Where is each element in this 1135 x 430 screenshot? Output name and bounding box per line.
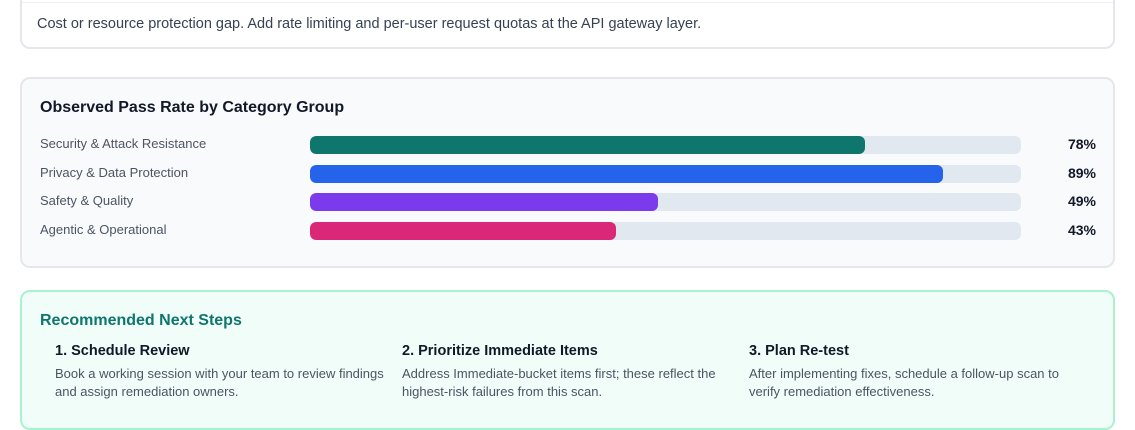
step-title: 1. Schedule Review — [55, 343, 190, 359]
bar-label: Security & Attack Resistance — [40, 136, 207, 151]
risk-note-text: Cost or resource protection gap. Add rat… — [37, 16, 702, 32]
bar-value: 78% — [1067, 136, 1096, 152]
risk-note-card: Cost or resource protection gap. Add rat… — [20, 0, 1115, 49]
pass-rate-title: Observed Pass Rate by Category Group — [40, 99, 345, 116]
pass-rate-row-privacy: Privacy & Data Protection 89% — [22, 164, 1113, 184]
bar-label: Privacy & Data Protection — [40, 165, 189, 180]
bar-track — [310, 193, 1021, 211]
bar-track — [310, 136, 1021, 154]
bar-fill — [310, 222, 616, 240]
bar-value: 43% — [1067, 222, 1096, 238]
step-schedule-review: 1. Schedule Review Book a working sessio… — [55, 343, 385, 401]
bar-value: 49% — [1067, 193, 1096, 209]
bar-label: Agentic & Operational — [40, 222, 167, 237]
step-title: 3. Plan Re-test — [749, 343, 849, 359]
bar-track — [310, 165, 1021, 183]
bar-fill — [310, 136, 865, 154]
step-description: Address Immediate-bucket items first; th… — [402, 366, 716, 399]
bar-track — [310, 222, 1021, 240]
next-steps-card: Recommended Next Steps 1. Schedule Revie… — [20, 290, 1115, 430]
bar-fill — [310, 165, 943, 183]
bar-value: 89% — [1067, 165, 1096, 181]
pass-rate-card: Observed Pass Rate by Category Group Sec… — [20, 77, 1115, 268]
pass-rate-row-agentic: Agentic & Operational 43% — [22, 221, 1113, 241]
bar-fill — [310, 193, 659, 211]
step-description: Book a working session with your team to… — [55, 366, 384, 399]
step-plan-retest: 3. Plan Re-test After implementing fixes… — [749, 343, 1079, 401]
step-description: After implementing fixes, schedule a fol… — [749, 366, 1059, 399]
next-steps-title: Recommended Next Steps — [40, 312, 242, 329]
step-prioritize-immediate: 2. Prioritize Immediate Items Address Im… — [402, 343, 732, 401]
card-divider — [22, 2, 1113, 3]
step-title: 2. Prioritize Immediate Items — [402, 343, 598, 359]
bar-label: Safety & Quality — [40, 193, 134, 208]
pass-rate-row-safety: Safety & Quality 49% — [22, 192, 1113, 212]
pass-rate-row-security: Security & Attack Resistance 78% — [22, 135, 1113, 155]
